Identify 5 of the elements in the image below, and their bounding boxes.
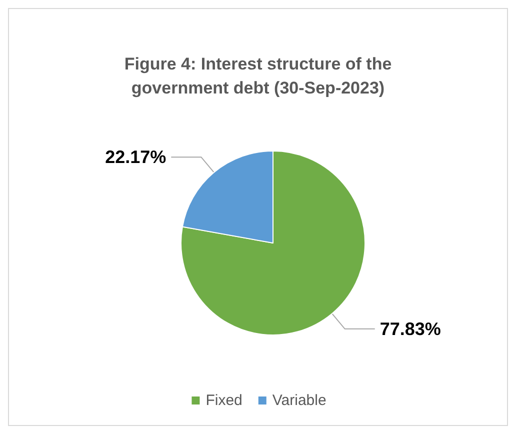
data-label: 22.17% — [105, 147, 166, 168]
legend-label: Variable — [272, 392, 326, 409]
legend-label: Fixed — [206, 392, 242, 409]
data-label: 77.83% — [380, 318, 441, 339]
chart-title: Figure 4: Interest structure of the government debt (30-Sep-2023) — [124, 54, 392, 98]
